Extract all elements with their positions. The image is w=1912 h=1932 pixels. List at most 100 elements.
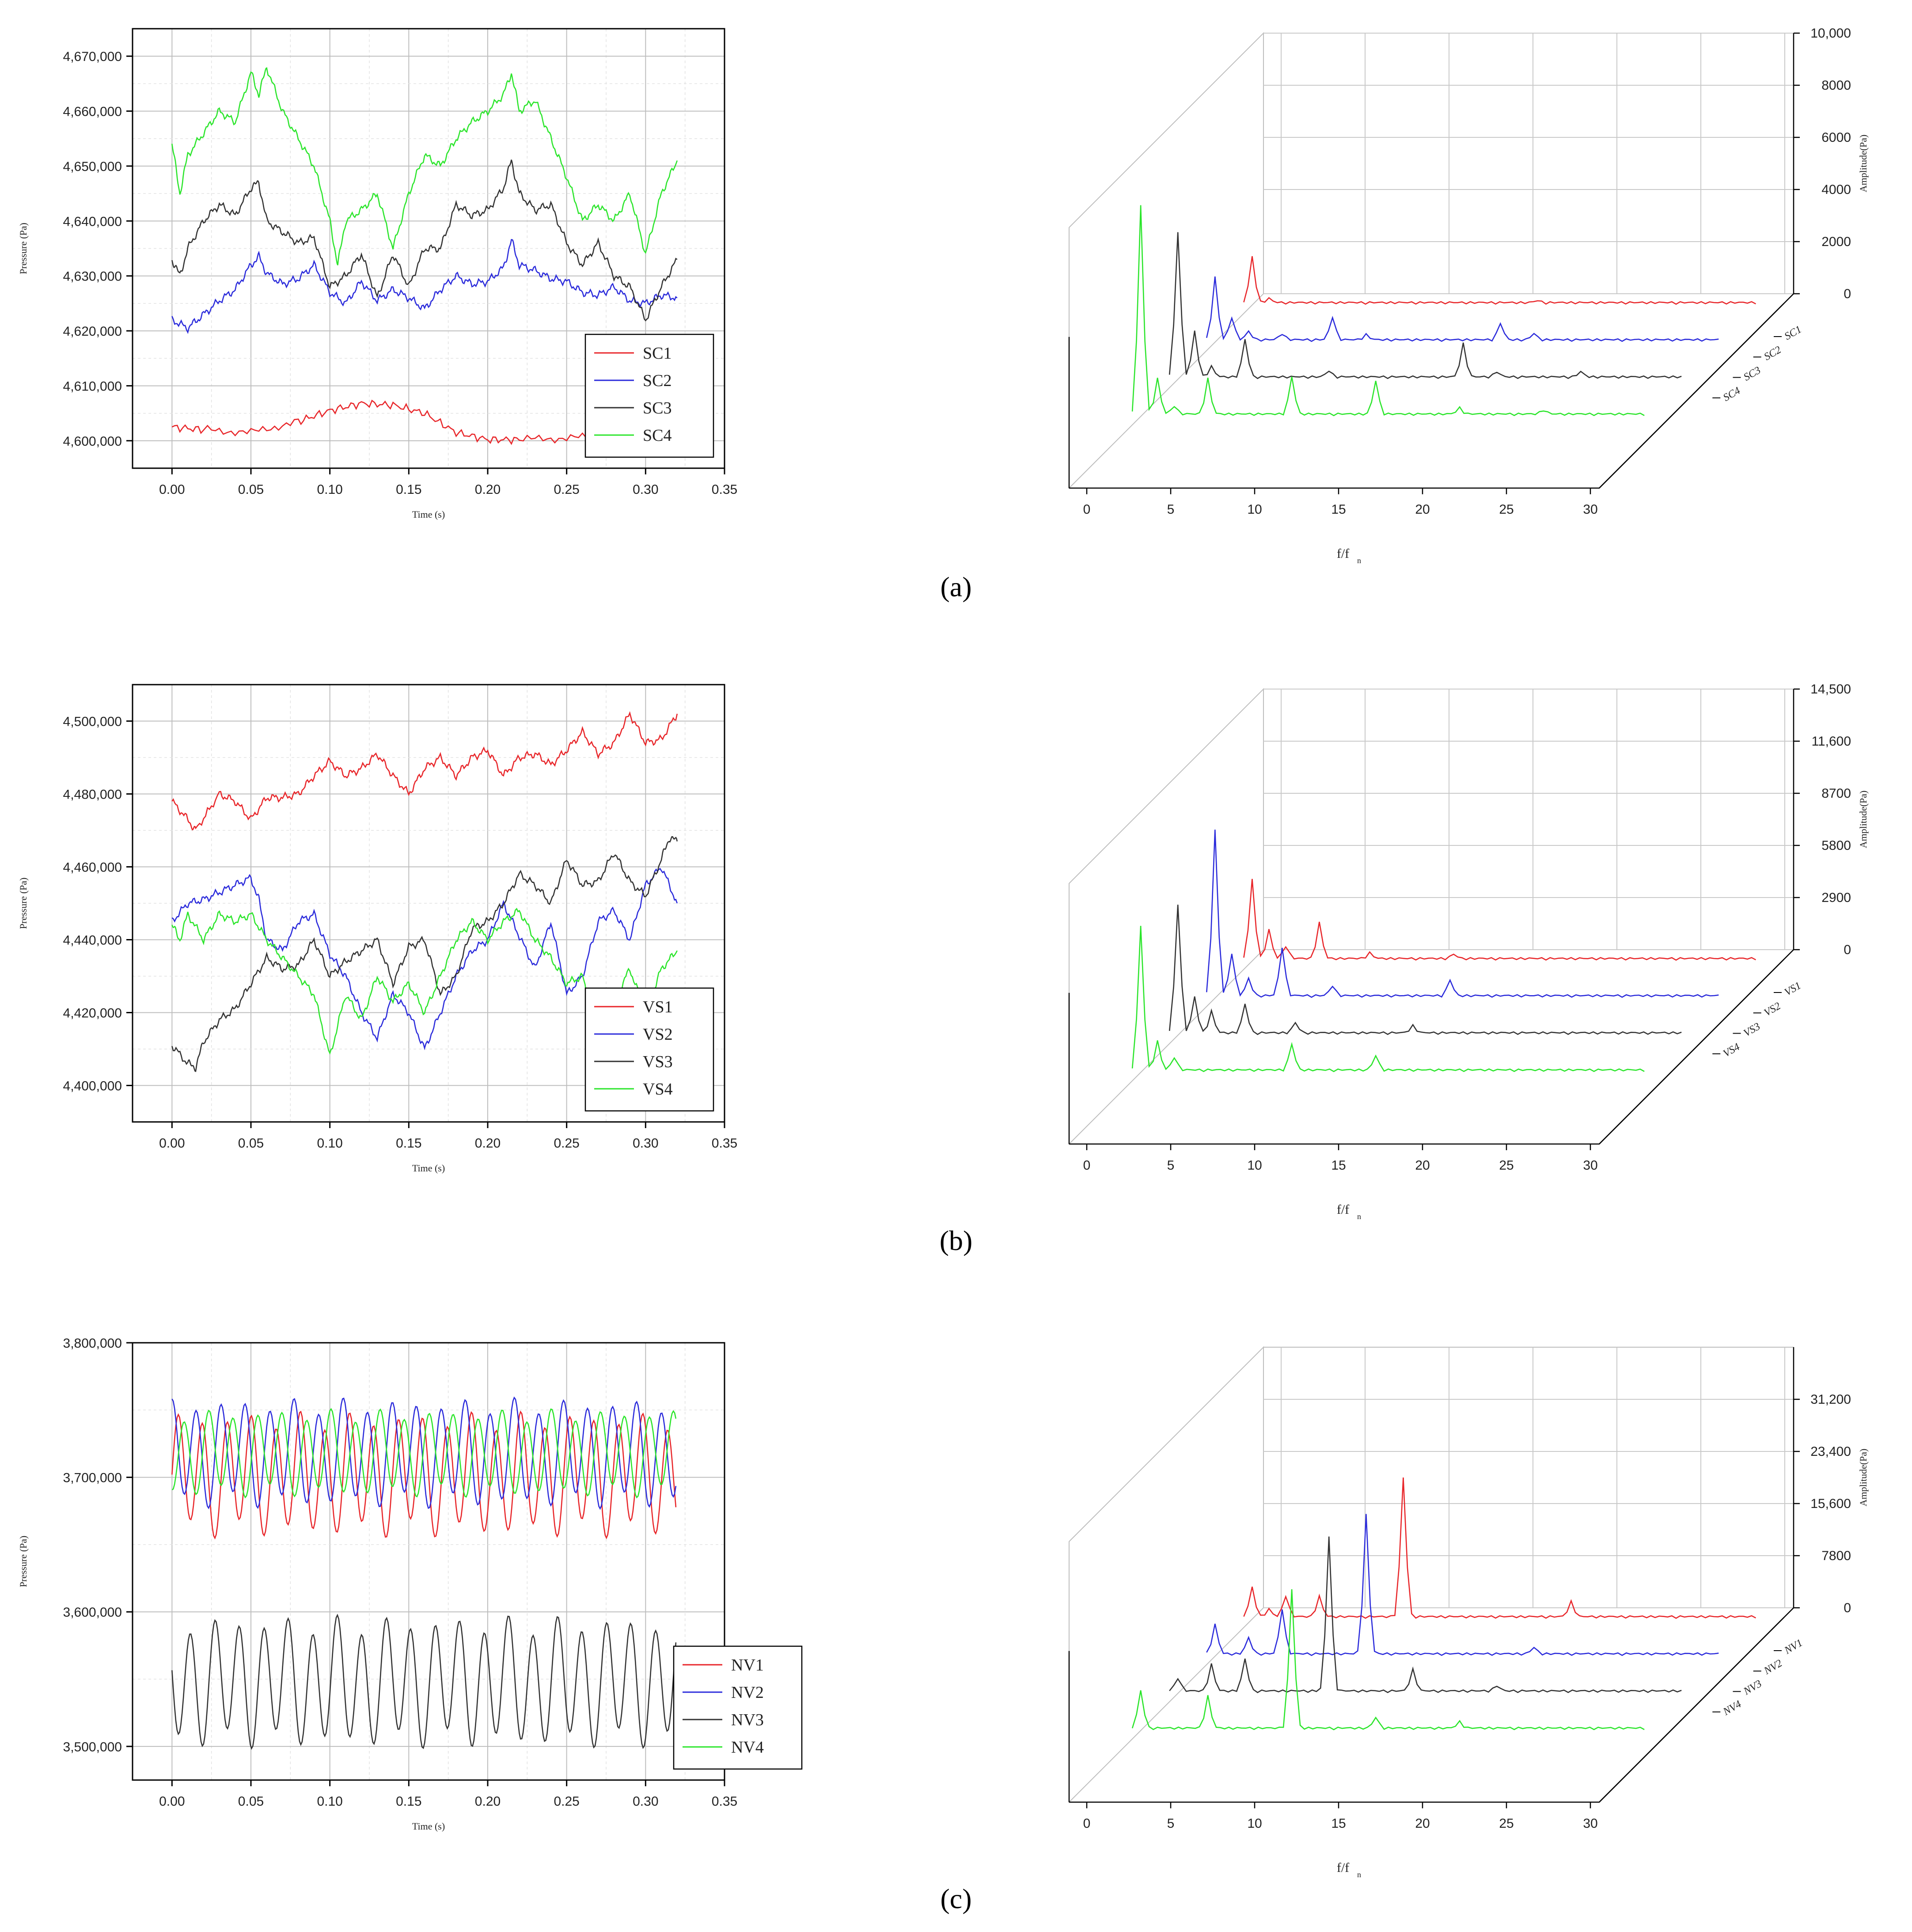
x-tick-label: 10 <box>1247 1816 1262 1831</box>
z-tick-label: 2000 <box>1821 235 1851 249</box>
z-tick-label: 8700 <box>1821 786 1851 801</box>
x-tick-label: 0.35 <box>712 482 737 497</box>
z-tick-label: 11,600 <box>1811 734 1851 749</box>
x-tick-label: 0 <box>1083 502 1091 517</box>
x-tick-label: 15 <box>1331 1816 1346 1831</box>
z-tick-label: 23,400 <box>1810 1444 1851 1459</box>
spectrum-line-sc2 <box>1206 276 1719 342</box>
x-tick-label: 0.35 <box>712 1136 737 1151</box>
x-tick-label: 20 <box>1415 1158 1430 1173</box>
x-tick-label: 0.05 <box>238 482 264 497</box>
series-line-vs1 <box>171 711 678 831</box>
z-tick-label: 2900 <box>1821 890 1851 905</box>
x-tick-label: 30 <box>1583 1816 1597 1831</box>
legend-box <box>584 333 714 458</box>
x-tick-label: 0.25 <box>554 1136 579 1151</box>
z-tick-label: 6000 <box>1821 130 1851 145</box>
x-tick-label: 0.25 <box>554 482 579 497</box>
legend-label-vs4: VS4 <box>643 1080 673 1099</box>
depth-axis-line <box>1599 303 1784 489</box>
x-tick-label: 0.30 <box>633 1136 658 1151</box>
x-tick-label: 0.35 <box>712 1794 737 1809</box>
time-plot-c: 0.00 0.05 0.10 0.15 0.20 0.25 0.30 0.35 3,500,00… <box>18 1336 803 1832</box>
legend-label-sc2: SC2 <box>643 371 671 390</box>
z-tick-label: 10,000 <box>1810 26 1851 41</box>
x-tick-label: 0.30 <box>633 1794 658 1809</box>
back-wall <box>1263 1347 1794 1608</box>
x-tick-label: 0.05 <box>238 1136 264 1151</box>
z-tick-label: 0 <box>1844 287 1851 301</box>
y-tick-label: 4,620,000 <box>63 324 122 339</box>
row-label-sc4: SC4 <box>1721 385 1742 404</box>
legend-label-vs3: VS3 <box>643 1053 673 1071</box>
series-line-vs3 <box>171 836 678 1072</box>
y-tick-label: 4,500,000 <box>63 715 122 729</box>
x-axis-title-subscript: n <box>1357 1870 1361 1879</box>
x-tick-label: 0.00 <box>159 1136 185 1151</box>
row-label-vs1: VS1 <box>1783 980 1803 998</box>
legend: NV1 NV2 NV3 NV4 <box>673 1645 803 1770</box>
row-label-nv4: NV4 <box>1721 1698 1743 1718</box>
legend-label-nv2: NV2 <box>731 1683 764 1702</box>
row-label-sc1: SC1 <box>1783 324 1804 343</box>
legend-label-sc3: SC3 <box>643 399 671 417</box>
row-label-vs3: VS3 <box>1741 1021 1762 1039</box>
legend-label-sc1: SC1 <box>643 344 671 363</box>
x-axis-title: Time (s) <box>412 1821 445 1832</box>
legend: VS1 VS2 VS3 VS4 <box>584 987 714 1112</box>
x-tick-label: 5 <box>1167 502 1175 517</box>
spectrum-line-sc1 <box>1243 256 1756 305</box>
legend-label-vs2: VS2 <box>643 1025 673 1044</box>
y-tick-label: 3,500,000 <box>63 1740 122 1754</box>
series-line-nv4 <box>171 1408 677 1499</box>
x-axis-title: f/f <box>1337 546 1349 561</box>
legend-box <box>584 987 714 1112</box>
x-tick-label: 0.20 <box>475 1136 501 1151</box>
legend: SC1 SC2 SC3 SC4 <box>584 333 714 458</box>
x-tick-label: 0 <box>1083 1158 1091 1173</box>
legend-label-vs1: VS1 <box>643 998 673 1016</box>
row-label-nv3: NV3 <box>1741 1678 1764 1697</box>
y-tick-label: 4,480,000 <box>63 788 122 802</box>
spectrum-line-nv4 <box>1131 1589 1645 1731</box>
x-tick-label: 0.15 <box>396 482 421 497</box>
y-axis-title: Pressure (Pa) <box>18 1536 29 1587</box>
x-axis-title-subscript: n <box>1357 1212 1361 1221</box>
row-label-sc2: SC2 <box>1762 344 1783 363</box>
series-line-nv3 <box>171 1614 677 1750</box>
spectrum-line-sc3 <box>1168 232 1682 379</box>
plot-frame <box>132 1342 725 1781</box>
row-label-vs4: VS4 <box>1721 1041 1741 1060</box>
spectrum-plot-a: 0 2000 4000 6000 8000 10,000 Amplitude(Pa) 0 5 10… <box>1068 26 1869 565</box>
y-axis-title: Pressure (Pa) <box>18 223 29 274</box>
x-tick-label: 30 <box>1583 502 1597 517</box>
y-tick-label: 4,670,000 <box>63 49 122 64</box>
floor-edge <box>1069 293 1794 489</box>
x-axis-title: Time (s) <box>412 509 445 520</box>
plot-frame <box>132 28 725 469</box>
x-tick-label: 25 <box>1499 1816 1514 1831</box>
x-tick-label: 0.00 <box>159 1794 185 1809</box>
legend-box <box>673 1645 803 1770</box>
side-wall <box>1069 688 1264 1145</box>
z-tick-label: 7800 <box>1821 1549 1851 1563</box>
series-line-nv2 <box>171 1396 677 1510</box>
spectrum-line-vs1 <box>1243 879 1756 961</box>
x-tick-label: 0.15 <box>396 1794 421 1809</box>
y-tick-label: 4,400,000 <box>63 1079 122 1094</box>
x-axis-title: Time (s) <box>412 1163 445 1174</box>
y-tick-label: 4,640,000 <box>63 214 122 229</box>
spectrum-line-vs3 <box>1168 905 1682 1035</box>
floor-edge <box>1069 949 1794 1145</box>
side-wall <box>1069 32 1264 489</box>
series-line-sc2 <box>171 239 678 334</box>
z-tick-label: 0 <box>1844 1601 1851 1615</box>
row-label-vs2: VS2 <box>1762 1000 1783 1019</box>
x-axis-title-subscript: n <box>1357 556 1361 565</box>
plot-frame <box>132 684 725 1123</box>
z-tick-label: 8000 <box>1821 78 1851 93</box>
x-tick-label: 5 <box>1167 1158 1175 1173</box>
depth-axis-line <box>1599 959 1784 1144</box>
x-tick-label: 0.05 <box>238 1794 264 1809</box>
